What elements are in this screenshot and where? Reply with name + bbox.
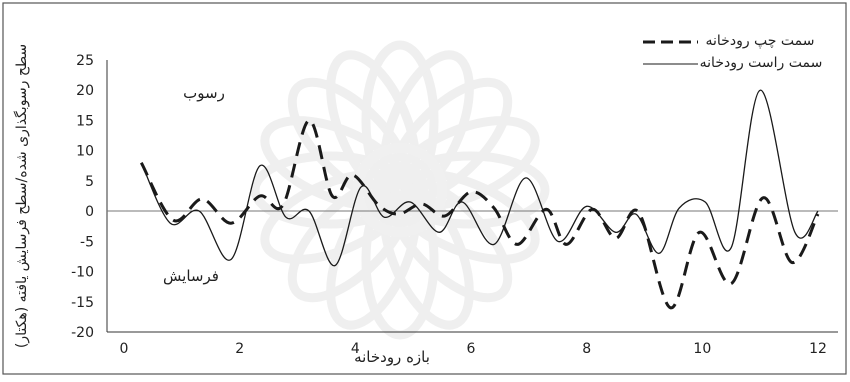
legend-label-right-bank: سمت راست رودخانه (700, 55, 823, 71)
watermark-emblem (250, 40, 550, 340)
series-layer (139, 89, 820, 310)
axes-layer (106, 60, 838, 333)
chart-border (2, 2, 847, 375)
x-tick-label: 0 (120, 341, 129, 357)
x-tick-label: 6 (467, 341, 476, 357)
y-tick-label: -15 (71, 295, 94, 311)
y-tick-label: 25 (76, 53, 94, 69)
legend-label-left-bank: سمت چپ رودخانه (706, 33, 815, 49)
series-line-left-bank (139, 118, 820, 310)
y-tick-label: -20 (71, 325, 94, 341)
x-tick-label: 4 (351, 341, 360, 357)
annotation-erosion: فرسایش (163, 267, 219, 285)
y-tick-label: 5 (85, 174, 94, 190)
y-tick-label: -5 (80, 234, 94, 250)
legend: سمت چپ رودخانه سمت راست رودخانه (643, 33, 822, 71)
x-axis-label: بازه رودخانه (354, 348, 430, 366)
y-tick-label: 15 (76, 113, 94, 129)
y-tick-labels: -20 -15 -10 -5 0 5 10 15 20 25 (71, 53, 94, 341)
x-tick-label: 2 (235, 341, 244, 357)
x-tick-label: 12 (809, 341, 827, 357)
y-tick-label: 10 (76, 144, 94, 160)
y-axis-label: سطح رسوبگذاری شده/سطح فرسایش یافته (هکتا… (13, 44, 30, 348)
x-tick-label: 10 (693, 341, 711, 357)
x-tick-labels: 0 2 4 6 8 10 12 (120, 341, 827, 357)
watermark-petal (389, 116, 540, 211)
y-tick-label: 20 (76, 83, 94, 99)
y-tick-label: -10 (71, 265, 94, 281)
x-tick-label: 8 (582, 341, 591, 357)
annotation-deposition: رسوب (183, 84, 225, 102)
y-tick-label: 0 (85, 204, 94, 220)
watermark-core (353, 143, 447, 237)
series-line-right-bank (140, 89, 819, 267)
